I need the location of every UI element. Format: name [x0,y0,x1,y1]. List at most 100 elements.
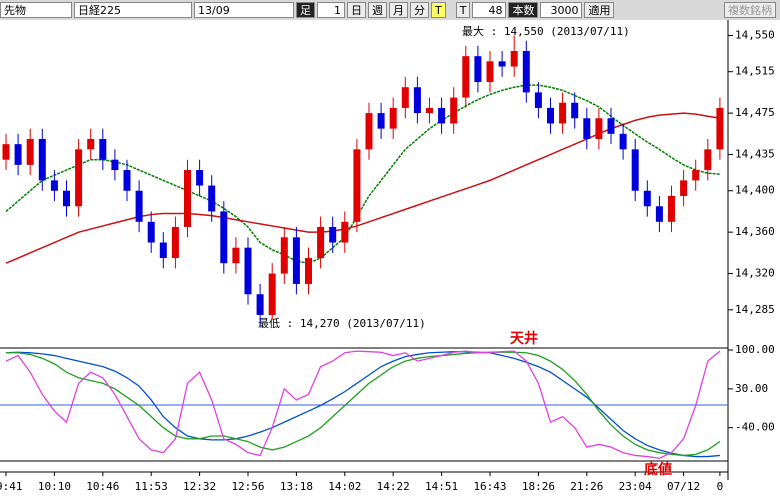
y-tick-label: 14,550 [735,28,775,41]
moving-average [5,84,720,264]
candle-body [50,180,58,191]
candle-body [63,190,70,207]
candle-body [438,107,446,124]
candle-body [450,97,458,124]
x-tick-label: 14:51 [425,480,458,493]
y-tick-label: 30.00 [735,382,768,395]
candle-body [522,50,530,93]
candle-body [305,258,312,284]
candle-body [643,190,651,207]
candle-body [292,237,300,284]
candle-body [135,190,143,222]
candle-body [631,149,639,191]
oscillator-line [5,351,720,458]
plot-bg [0,20,728,500]
candle-body [341,221,349,243]
x-tick-label: 10:10 [38,480,71,493]
candle-body [280,237,288,274]
candle-body [498,61,506,67]
x-tick-label: 13:18 [280,480,313,493]
top-annotation: 天井 [510,330,538,347]
candle-body [26,138,34,165]
candle-body [159,242,167,259]
candle-body [317,226,325,259]
contract-select[interactable]: 13/09 [194,2,294,18]
min-annotation: 最低 : 14,270 (2013/07/11) [258,317,426,330]
candle-body [99,138,107,160]
y-tick-label: 100.00 [735,343,775,356]
x-tick-label: 21:26 [570,480,603,493]
y-tick-label: 14,360 [735,225,775,238]
candle-body [510,50,518,67]
candle-body [244,247,252,295]
candle-body [353,149,361,222]
symbol-select[interactable]: 日経225 [74,2,192,18]
candle-body [462,56,470,98]
candle-body [486,61,494,83]
candle-body [595,118,603,139]
candle-body [377,113,385,129]
bar-size[interactable]: 1 [317,2,345,18]
candle-body [2,144,10,160]
apply-button[interactable]: 適用 [584,2,615,18]
x-tick-label: 07/12 [667,480,700,493]
candle-body [256,294,264,315]
x-tick-label: 23:04 [619,480,652,493]
y-tick-label: 14,435 [735,148,775,161]
candle-body [619,133,627,150]
candle-body [547,107,554,124]
candle-body [38,138,46,181]
bars-input[interactable]: 3000 [540,2,583,18]
mode-button[interactable]: T [455,2,471,18]
candle-body [196,170,204,186]
chart: 最大 : 14,550 (2013/07/11) 最低 : 14,270 (20… [0,20,775,500]
bottom-annotation: 底値 [644,461,672,478]
candle-body [389,107,397,129]
candle-body [426,107,433,114]
x-tick-label: 0 [717,480,724,493]
candle-body [14,144,22,165]
oscillator-line [6,351,721,457]
candle-body [75,149,83,207]
x-tick-label: 14:22 [377,480,410,493]
candle-body [559,102,567,124]
count-input[interactable]: 48 [472,2,507,18]
y-tick-label: -40.00 [735,421,775,434]
y-tick-label: 14,320 [735,267,775,280]
y-tick-label: 14,285 [735,303,775,316]
toolbar: 先物 日経225 13/09 足 1 日 週 月 分 T T 48 本数 300… [0,0,780,20]
market-select[interactable]: 先物 [0,2,72,18]
x-tick-label: 09:41 [0,480,23,493]
candle-body [123,170,131,191]
candle-body [607,118,615,134]
period-button[interactable]: 週 [368,2,387,18]
bar-label: 足 [296,2,315,18]
candle-body [232,247,240,264]
x-tick-label: 16:43 [473,480,506,493]
candle-body [716,107,724,150]
candle-body [571,102,579,119]
count-label: 本数 [508,2,539,18]
period-button[interactable]: 分 [410,2,429,18]
candle-body [184,170,191,227]
y-tick-label: 14,475 [735,106,775,119]
candle-body [87,138,95,150]
period-button[interactable]: 日 [347,2,366,18]
candle-body [704,149,712,171]
candle-body [401,87,409,108]
candle-body [329,226,337,243]
candle-body [534,92,542,108]
candle-body [680,180,688,196]
multi-button[interactable]: 複数銘柄 [724,2,776,18]
y-tick-label: 14,400 [735,184,775,197]
y-tick-label: 14,515 [735,65,775,78]
x-tick-label: 11:53 [135,480,168,493]
candle-body [583,118,591,139]
period-button[interactable]: 月 [389,2,408,18]
period-button[interactable]: T [431,2,446,18]
candle-body [655,206,663,222]
x-tick-label: 14:02 [328,480,361,493]
candle-body [692,170,700,181]
candle-body [365,113,373,150]
